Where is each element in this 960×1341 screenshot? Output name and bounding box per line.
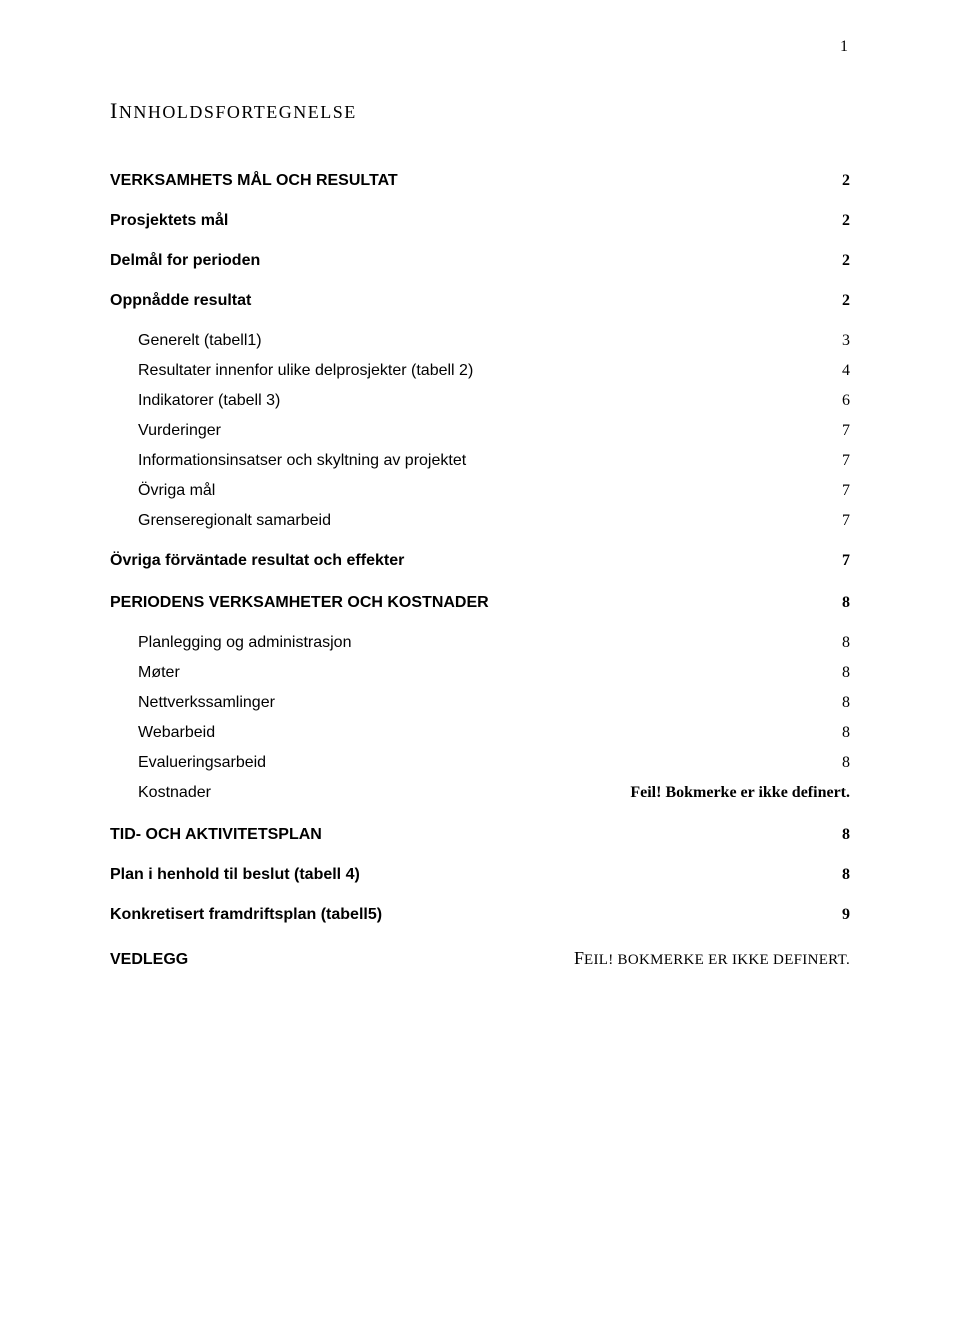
title-rest: NNHOLDSFORTEGNELSE <box>119 102 357 122</box>
err-first-letter: F <box>574 948 584 968</box>
page-number: 1 <box>840 38 848 56</box>
title-first-letter: I <box>110 98 119 123</box>
toc-label: Generelt (tabell1) <box>138 332 262 350</box>
toc-label: PERIODENS VERKSAMHETER OCH KOSTNADER <box>110 594 489 612</box>
toc-section-1[interactable]: VERKSAMHETS MÅL OCH RESULTAT 2 <box>110 172 850 190</box>
toc-page: 8 <box>842 866 850 884</box>
toc-label: Övriga förväntade resultat och effekter <box>110 552 404 570</box>
toc-item-evalueringsarbeid[interactable]: Evalueringsarbeid 8 <box>110 754 850 772</box>
err-rest: EIL! BOKMERKE ER IKKE DEFINERT. <box>584 952 850 968</box>
toc-page: 2 <box>842 292 850 310</box>
toc-page: 2 <box>842 212 850 230</box>
toc-page: 7 <box>842 422 850 440</box>
toc-page: 9 <box>842 906 850 924</box>
toc-label: Indikatorer (tabell 3) <box>138 392 280 410</box>
toc-label: VERKSAMHETS MÅL OCH RESULTAT <box>110 172 398 190</box>
toc-label: Møter <box>138 664 180 682</box>
toc-label: Informationsinsatser och skyltning av pr… <box>138 452 466 470</box>
toc-page: 4 <box>842 362 850 380</box>
toc-label: VEDLEGG <box>110 951 188 969</box>
toc-label: Vurderinger <box>138 422 221 440</box>
toc-page: 8 <box>842 664 850 682</box>
toc-page: 6 <box>842 392 850 410</box>
toc-page-error: FEIL! BOKMERKE ER IKKE DEFINERT. <box>574 948 850 969</box>
toc-item-vurderinger[interactable]: Vurderinger 7 <box>110 422 850 440</box>
toc-label: Nettverkssamlinger <box>138 694 275 712</box>
toc-label: Resultater innenfor ulike delprosjekter … <box>138 362 473 380</box>
toc-item-grenseregionalt[interactable]: Grenseregionalt samarbeid 7 <box>110 512 850 530</box>
toc-page: 7 <box>842 512 850 530</box>
toc-page: 7 <box>842 552 850 570</box>
toc-item-kostnader[interactable]: Kostnader Feil! Bokmerke er ikke definer… <box>110 784 850 802</box>
toc-page: 3 <box>842 332 850 350</box>
toc-page-error: Feil! Bokmerke er ikke definert. <box>630 784 850 802</box>
toc-page: 8 <box>842 634 850 652</box>
toc-page: 7 <box>842 482 850 500</box>
toc-label: Plan i henhold til beslut (tabell 4) <box>110 866 360 884</box>
toc-page: 2 <box>842 172 850 190</box>
toc-page: 7 <box>842 452 850 470</box>
toc-label: Oppnådde resultat <box>110 292 251 310</box>
toc-item-webarbeid[interactable]: Webarbeid 8 <box>110 724 850 742</box>
toc-page: 8 <box>842 694 850 712</box>
toc-section-2[interactable]: PERIODENS VERKSAMHETER OCH KOSTNADER 8 <box>110 594 850 612</box>
toc-item-ovriga-forvantade[interactable]: Övriga förväntade resultat och effekter … <box>110 552 850 570</box>
toc-label: Evalueringsarbeid <box>138 754 266 772</box>
toc-item-nettverkssamlinger[interactable]: Nettverkssamlinger 8 <box>110 694 850 712</box>
toc-item-moter[interactable]: Møter 8 <box>110 664 850 682</box>
toc-label: TID- OCH AKTIVITETSPLAN <box>110 826 322 844</box>
toc-item-oppnadde[interactable]: Oppnådde resultat 2 <box>110 292 850 310</box>
toc-label: Kostnader <box>138 784 211 802</box>
toc-item-ovriga-mal[interactable]: Övriga mål 7 <box>110 482 850 500</box>
toc-section-3[interactable]: TID- OCH AKTIVITETSPLAN 8 <box>110 826 850 844</box>
toc-item-delmal[interactable]: Delmål for perioden 2 <box>110 252 850 270</box>
toc-label: Övriga mål <box>138 482 215 500</box>
toc-item-informationsinsatser[interactable]: Informationsinsatser och skyltning av pr… <box>110 452 850 470</box>
toc-page: 8 <box>842 754 850 772</box>
document-title: INNHOLDSFORTEGNELSE <box>110 98 850 124</box>
toc-page: 2 <box>842 252 850 270</box>
toc-item-plan-beslut[interactable]: Plan i henhold til beslut (tabell 4) 8 <box>110 866 850 884</box>
toc-label: Konkretisert framdriftsplan (tabell5) <box>110 906 382 924</box>
document-page: 1 INNHOLDSFORTEGNELSE VERKSAMHETS MÅL OC… <box>0 0 960 1341</box>
toc-label: Planlegging og administrasjon <box>138 634 351 652</box>
toc-item-konkretisert[interactable]: Konkretisert framdriftsplan (tabell5) 9 <box>110 906 850 924</box>
toc-page: 8 <box>842 724 850 742</box>
toc-page: 8 <box>842 594 850 612</box>
toc-label: Webarbeid <box>138 724 215 742</box>
toc-label: Delmål for perioden <box>110 252 260 270</box>
toc-item-indikatorer[interactable]: Indikatorer (tabell 3) 6 <box>110 392 850 410</box>
toc-label: Grenseregionalt samarbeid <box>138 512 331 530</box>
toc-page: 8 <box>842 826 850 844</box>
toc-item-resultater[interactable]: Resultater innenfor ulike delprosjekter … <box>110 362 850 380</box>
toc-item-generelt[interactable]: Generelt (tabell1) 3 <box>110 332 850 350</box>
toc-item-prosjektets-mal[interactable]: Prosjektets mål 2 <box>110 212 850 230</box>
toc-item-planlegging[interactable]: Planlegging og administrasjon 8 <box>110 634 850 652</box>
toc-section-vedlegg[interactable]: VEDLEGG FEIL! BOKMERKE ER IKKE DEFINERT. <box>110 948 850 969</box>
toc-label: Prosjektets mål <box>110 212 228 230</box>
